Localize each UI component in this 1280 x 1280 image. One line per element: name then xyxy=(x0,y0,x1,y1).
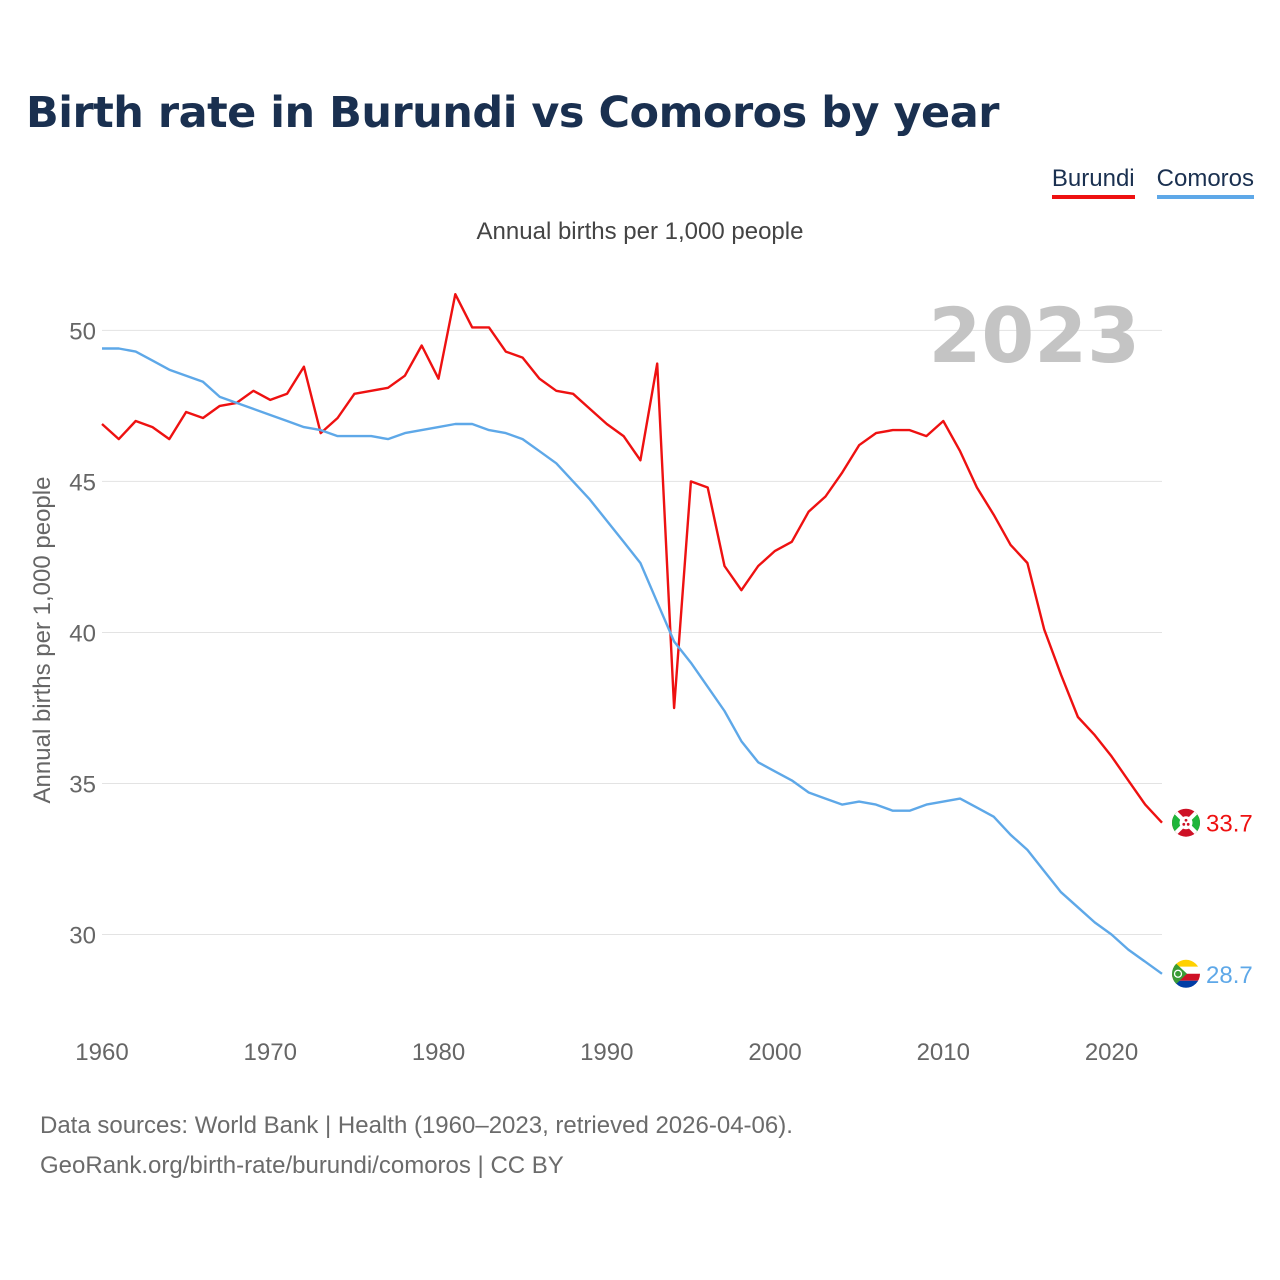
footer: Data sources: World Bank | Health (1960–… xyxy=(40,1106,793,1186)
legend-item-comoros[interactable]: Comoros xyxy=(1156,165,1254,199)
x-tick-label: 1960 xyxy=(75,1039,128,1066)
y-tick-label: 40 xyxy=(69,620,96,647)
y-tick-label: 30 xyxy=(69,922,96,949)
x-tick-label: 1980 xyxy=(412,1039,465,1066)
burundi-flag-icon xyxy=(1172,808,1200,837)
end-value-label: 33.7 xyxy=(1206,811,1253,838)
y-axis-label: Annual births per 1,000 people xyxy=(29,477,56,804)
year-watermark: 2023 xyxy=(928,291,1140,380)
y-tick-label: 45 xyxy=(69,469,96,496)
x-tick-label: 2020 xyxy=(1085,1039,1138,1066)
x-tick-label: 2010 xyxy=(917,1039,970,1066)
x-tick-label: 1970 xyxy=(244,1039,297,1066)
data-source-note: Data sources: World Bank | Health (1960–… xyxy=(40,1112,793,1139)
series-line-burundi xyxy=(101,293,1163,824)
x-tick-label: 2000 xyxy=(748,1039,801,1066)
y-tick-label: 35 xyxy=(69,771,96,798)
legend: Burundi Comoros xyxy=(1051,165,1254,199)
x-tick-label: 1990 xyxy=(580,1039,633,1066)
chart-subtitle: Annual births per 1,000 people xyxy=(476,218,804,245)
legend-item-burundi[interactable]: Burundi xyxy=(1051,165,1135,199)
chart-title: Birth rate in Burundi vs Comoros by year xyxy=(26,88,999,138)
end-value-label: 28.7 xyxy=(1206,962,1253,989)
series-line-comoros xyxy=(102,347,1163,975)
comoros-flag-icon xyxy=(1172,959,1200,988)
line-chart: 30 35 40 45 50 1960 1970 1980 1990 2000 2010 2020 An… xyxy=(29,291,1253,1066)
y-tick-label: 50 xyxy=(69,318,96,345)
source-link[interactable]: GeoRank.org/birth-rate/burundi/comoros |… xyxy=(40,1152,564,1179)
